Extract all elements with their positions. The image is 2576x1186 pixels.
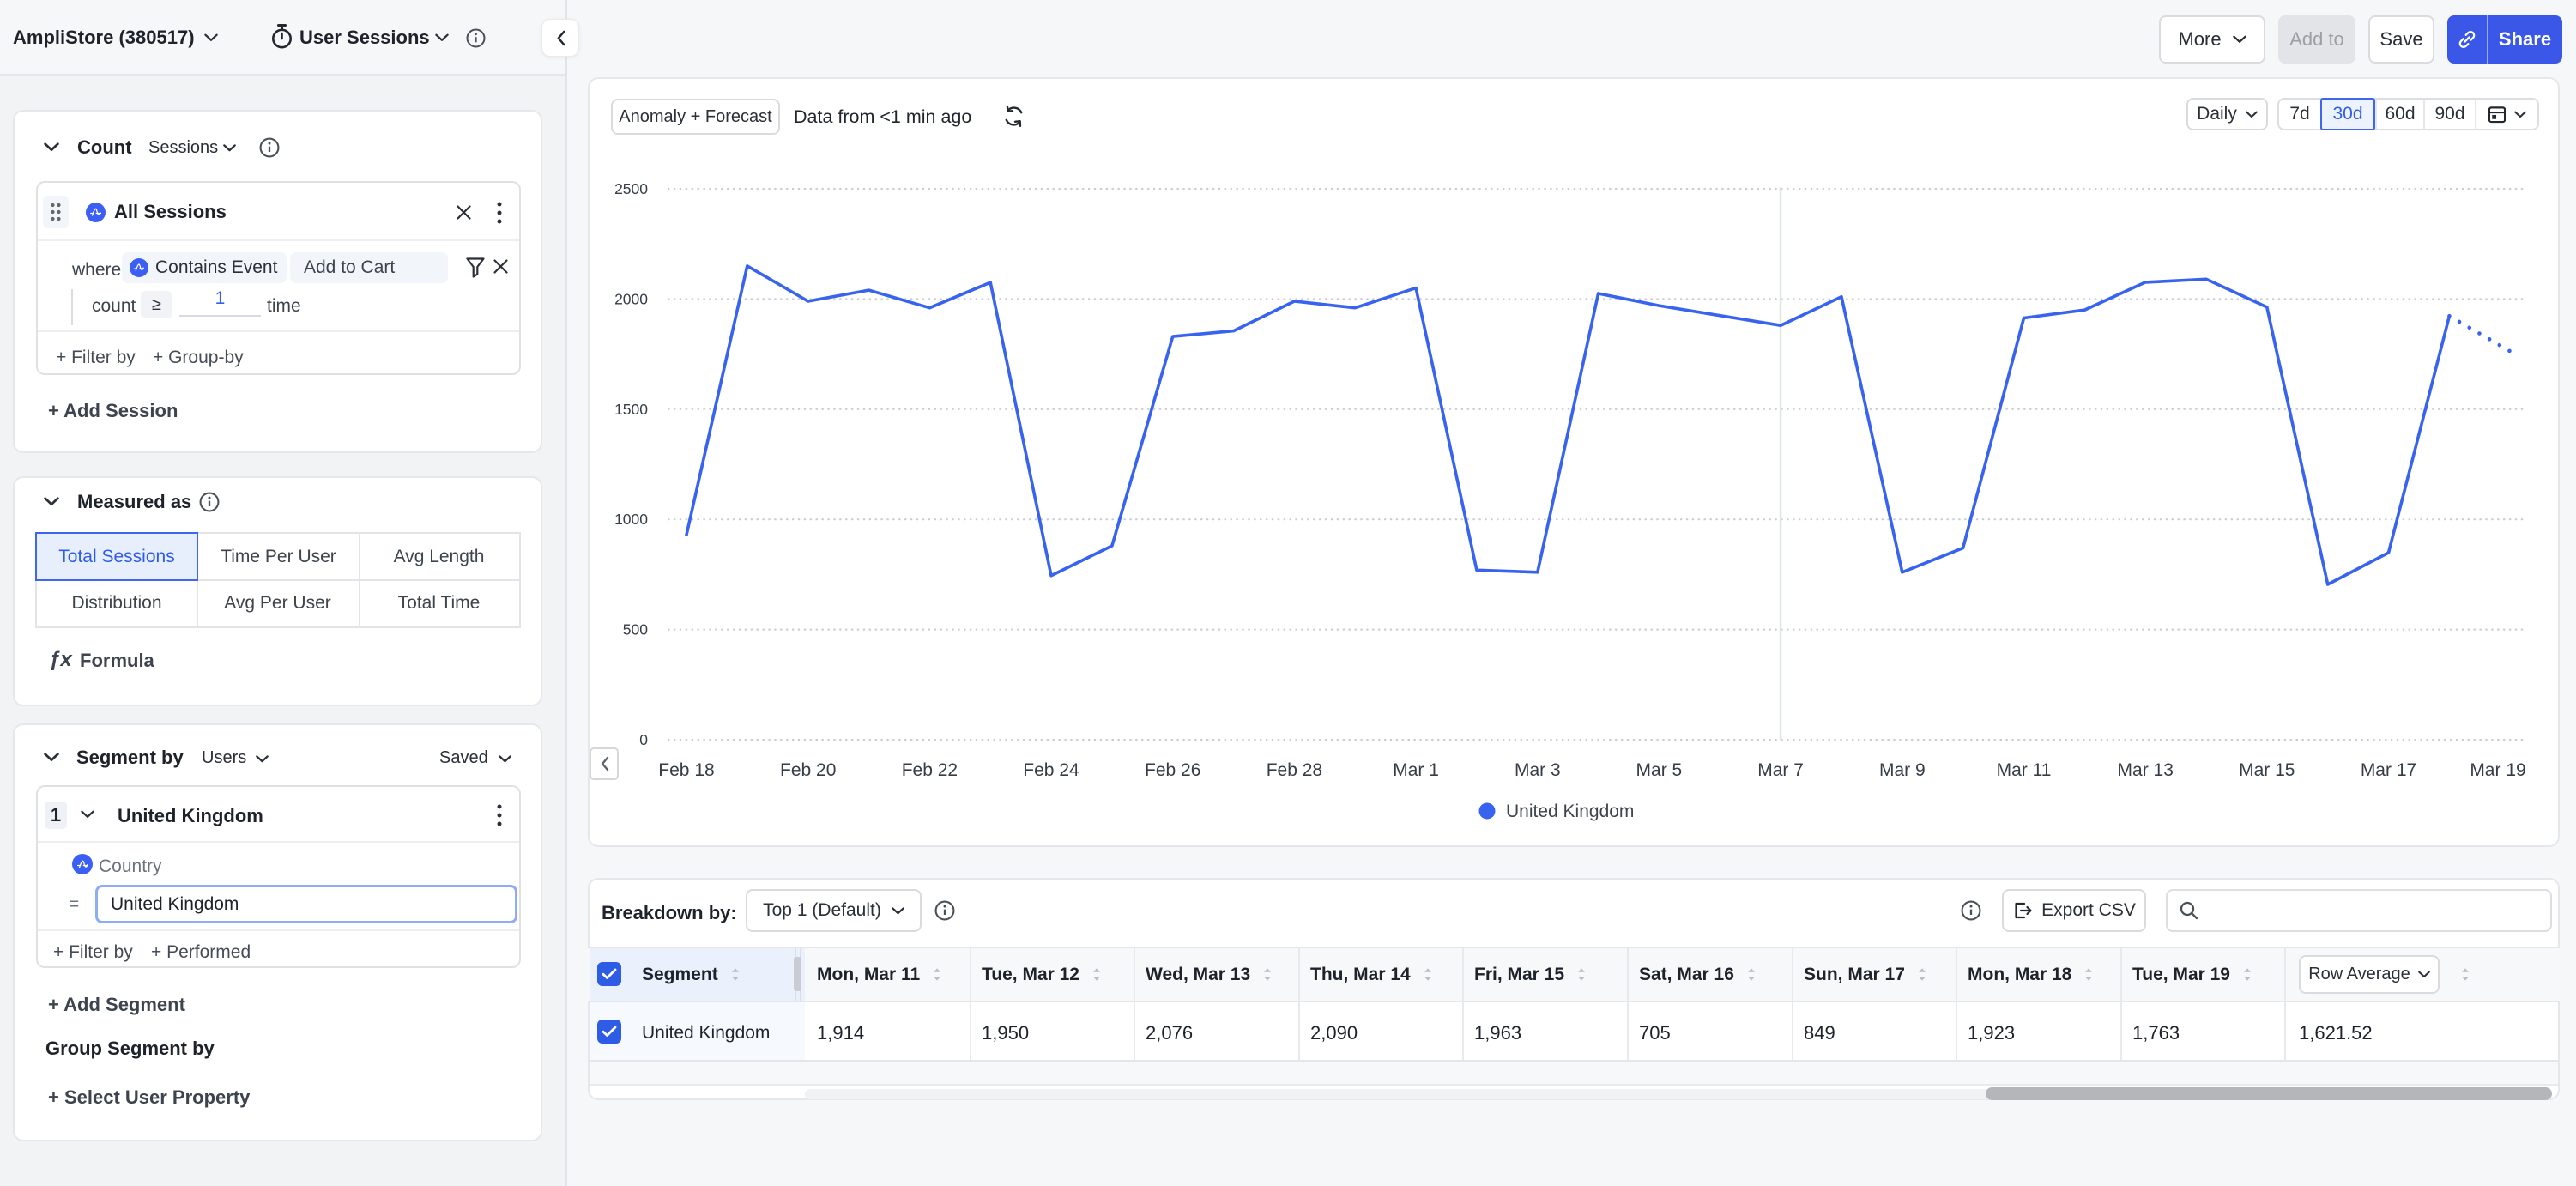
svg-text:Feb 22: Feb 22 <box>902 760 958 780</box>
svg-text:2500: 2500 <box>614 180 648 197</box>
svg-text:United Kingdom: United Kingdom <box>1506 802 1634 821</box>
svg-text:Feb 24: Feb 24 <box>1023 760 1079 780</box>
svg-text:Mar 15: Mar 15 <box>2239 760 2295 780</box>
svg-text:Mar 7: Mar 7 <box>1757 760 1804 780</box>
svg-text:Mar 1: Mar 1 <box>1393 760 1439 780</box>
svg-text:Feb 26: Feb 26 <box>1145 760 1200 780</box>
svg-text:Feb 28: Feb 28 <box>1267 760 1322 780</box>
svg-text:Mar 17: Mar 17 <box>2361 760 2416 780</box>
svg-text:Mar 9: Mar 9 <box>1879 760 1926 780</box>
svg-text:1500: 1500 <box>614 401 648 418</box>
svg-text:1000: 1000 <box>614 511 648 528</box>
svg-text:500: 500 <box>623 621 648 638</box>
svg-text:Feb 20: Feb 20 <box>780 760 836 780</box>
svg-text:Mar 11: Mar 11 <box>1997 760 2052 780</box>
svg-text:0: 0 <box>639 731 648 748</box>
svg-text:Mar 19: Mar 19 <box>2470 760 2525 780</box>
svg-text:2000: 2000 <box>614 290 648 307</box>
svg-text:Feb 18: Feb 18 <box>658 760 714 780</box>
svg-text:Mar 13: Mar 13 <box>2118 760 2174 780</box>
svg-text:Mar 3: Mar 3 <box>1515 760 1561 780</box>
svg-text:Mar 5: Mar 5 <box>1636 760 1683 780</box>
